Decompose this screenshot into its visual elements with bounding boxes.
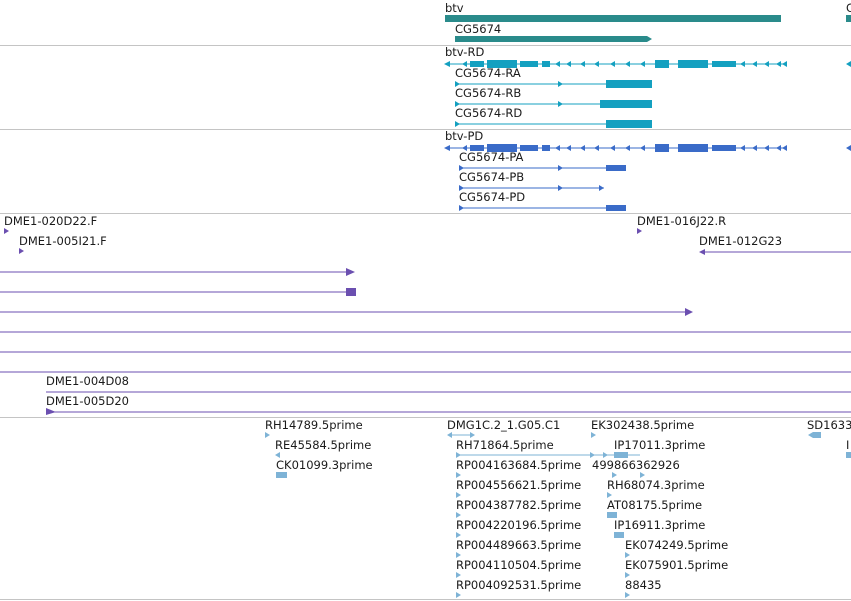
est-label[interactable]: RH14789.5prime [265,418,363,432]
est-mark[interactable] [0,418,851,601]
gene-btv[interactable] [445,15,781,22]
est-label[interactable]: RP004163684.5prime [456,458,582,472]
est-mark[interactable] [846,452,851,458]
est-label[interactable]: EK075901.5prime [625,558,729,572]
clone-track: DME1-020D22.F DME1-005I21.F DME1-016J22.… [0,214,851,417]
est-label[interactable]: AT08175.5prime [607,498,703,512]
est-mark[interactable] [625,552,630,558]
transcript-label-cg5674-rb[interactable]: CG5674-RB [455,86,522,100]
est-label[interactable]: RP004387782.5prime [456,498,582,512]
est-mark[interactable] [456,492,461,498]
clone-dme1-005i21f[interactable] [19,248,24,254]
est-mark[interactable] [456,592,461,598]
est-mark[interactable] [456,512,461,518]
est-mark[interactable] [275,452,280,458]
gene-cg5674[interactable] [455,36,647,42]
est-label[interactable]: RP004220196.5prime [456,518,582,532]
protein-label-btv-pd[interactable]: btv-PD [445,129,484,143]
transcript-label-cg5674-rd[interactable]: CG5674-RD [455,106,523,120]
gene-label-cg5674[interactable]: CG5674 [455,22,502,36]
est-mark[interactable] [612,472,617,478]
est-label[interactable]: RH71864.5prime [456,438,554,452]
est-label[interactable]: RP004092531.5prime [456,578,582,592]
protein-label-cg5674-pd[interactable]: CG5674-PD [459,190,526,204]
protein-label-cg5674-pb[interactable]: CG5674-PB [459,170,525,184]
track-separator [0,45,851,46]
track-separator [0,129,851,130]
est-label[interactable]: DMG1C.2_1.G05.C1 [447,418,561,432]
transcript-track: btv-RD [0,46,851,129]
clone-dme1-016j22r[interactable] [637,228,642,234]
gene-track: btv CG5674 C [0,0,851,45]
clone-label-dme1-005d20[interactable]: DME1-005D20 [46,394,129,408]
est-mark[interactable] [456,472,461,478]
transcript-cg5674-ra[interactable] [0,46,851,129]
est-mark[interactable] [625,572,630,578]
transcript-label-cg5674-ra[interactable]: CG5674-RA [455,66,521,80]
est-mark[interactable] [276,472,287,478]
transcript-cg5674-rd[interactable] [0,46,851,129]
est-label[interactable]: RH68074.3prime [607,478,705,492]
protein-cg5674-pd[interactable] [0,130,851,213]
gene-offscreen[interactable] [846,15,851,22]
est-label[interactable]: EK074249.5prime [625,538,729,552]
est-label[interactable]: EK302438.5prime [591,418,695,432]
protein-cg5674-pb[interactable] [0,130,851,213]
gene-label-offscreen[interactable]: C [846,1,851,15]
est-mark[interactable] [456,532,461,538]
clone-label-dme1-004d08[interactable]: DME1-004D08 [46,374,129,388]
clone-long-reads[interactable] [0,214,851,417]
clone-label-dme1-020d22f[interactable]: DME1-020D22.F [4,214,98,228]
transcript-cg5674-rb[interactable] [0,46,851,129]
est-mark[interactable] [265,432,270,438]
clone-label-dme1-012g23[interactable]: DME1-012G23 [699,234,783,248]
est-mark[interactable] [614,532,624,538]
track-separator [0,213,851,214]
transcript-label-btv-rd[interactable]: btv-RD [445,45,485,59]
clone-dme1-012g23[interactable] [0,214,851,417]
est-label[interactable]: SD1633 [807,418,851,432]
est-mark[interactable] [0,418,851,601]
clone-label-dme1-005i21f[interactable]: DME1-005I21.F [19,234,107,248]
est-label[interactable]: RE45584.5prime [275,438,372,452]
track-separator [0,599,851,600]
est-mark[interactable] [607,492,612,498]
est-mark[interactable] [456,552,461,558]
est-track: RH14789.5prime RE45584.5prime CK01099.3p… [0,418,851,601]
est-label[interactable]: 499866362926 [592,458,680,472]
clone-dme1-020d22f[interactable] [4,228,9,234]
est-label[interactable]: RP004110504.5prime [456,558,582,572]
gene-label-btv[interactable]: btv [445,1,464,15]
est-mark[interactable] [607,512,617,518]
est-mark[interactable] [456,572,461,578]
est-label[interactable]: CK01099.3prime [276,458,373,472]
transcript-btv-rd[interactable] [0,46,851,129]
protein-label-cg5674-pa[interactable]: CG5674-PA [459,150,524,164]
protein-track: btv-PD [0,130,851,213]
est-label[interactable]: IP16911.3prime [614,518,706,532]
est-mark[interactable] [640,472,645,478]
est-label[interactable]: RP004556621.5prime [456,478,582,492]
est-label[interactable]: IP17011.3prime [614,438,706,452]
est-mark[interactable] [625,592,630,598]
est-mark[interactable] [591,432,596,438]
est-label[interactable]: RP004489663.5prime [456,538,582,552]
est-label[interactable]: 88435 [625,578,662,592]
gene-cg5674-arrow-icon [647,36,652,42]
track-separator [0,417,851,418]
protein-cg5674-pa[interactable] [0,130,851,213]
est-label[interactable]: I [846,438,850,452]
clone-label-dme1-016j22r[interactable]: DME1-016J22.R [637,214,727,228]
est-mark[interactable] [0,418,851,601]
protein-btv-pd[interactable] [0,130,851,213]
